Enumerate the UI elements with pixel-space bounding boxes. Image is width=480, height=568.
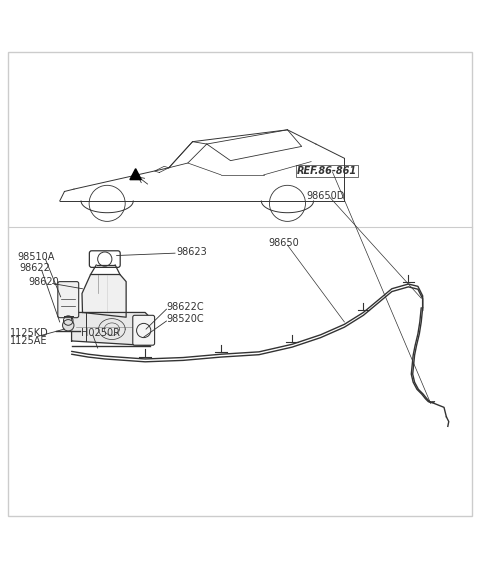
Polygon shape [72,312,150,346]
Polygon shape [130,169,141,179]
Circle shape [89,185,125,222]
Text: 98520C: 98520C [167,314,204,324]
Text: 98623: 98623 [176,247,207,257]
Text: 1125KD: 1125KD [10,328,48,338]
Text: 1125AE: 1125AE [10,336,48,346]
Polygon shape [82,274,126,317]
Circle shape [62,320,74,331]
Text: 98620: 98620 [29,277,60,287]
Text: H0250R: H0250R [81,328,120,338]
FancyBboxPatch shape [89,251,120,268]
Text: 98622: 98622 [19,263,50,273]
Text: 98510A: 98510A [17,252,54,262]
FancyBboxPatch shape [133,315,155,345]
Text: REF.86-861: REF.86-861 [297,166,357,176]
Text: 98622C: 98622C [167,302,204,312]
Circle shape [269,185,305,222]
FancyBboxPatch shape [58,282,79,318]
Text: 98650: 98650 [268,238,299,248]
Text: 98650D: 98650D [306,191,345,201]
